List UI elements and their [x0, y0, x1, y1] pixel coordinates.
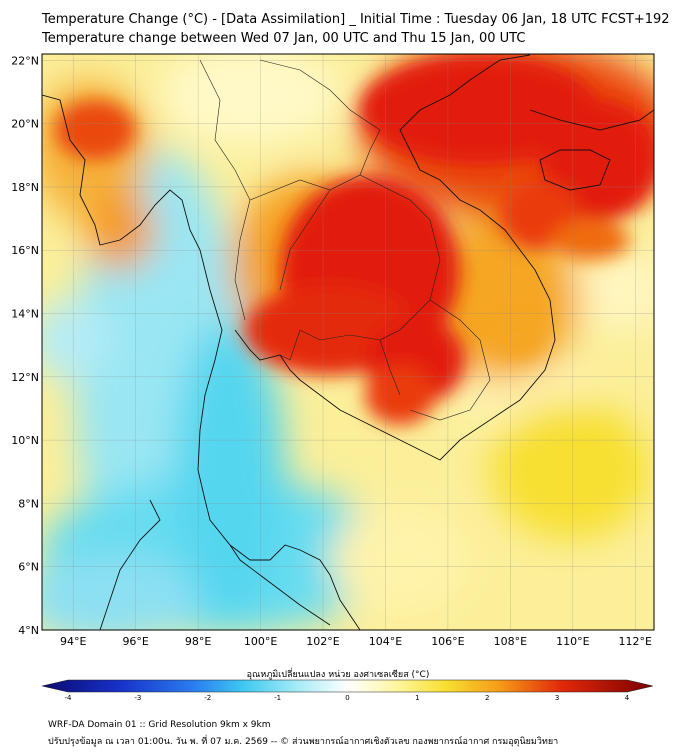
colorbar-tick-label: 3 [555, 694, 559, 702]
colorbar-tick-label: -4 [65, 694, 73, 702]
footer-credit: ปรับปรุงข้อมูล ณ เวลา 01:00น. วัน พ. ที่… [48, 737, 559, 747]
lat-label: 16°N [11, 244, 39, 257]
lon-label: 104°E [369, 635, 402, 648]
lon-label: 100°E [244, 635, 277, 648]
colorbar: -4 -3 -2 -1 0 1 2 3 4 [41, 679, 654, 702]
colorbar-tick-label: 0 [345, 694, 349, 702]
lat-label: 18°N [11, 181, 39, 194]
colorbar-tick-label: 4 [625, 694, 630, 702]
map-frame [41, 53, 655, 631]
lon-label: 98°E [185, 635, 211, 648]
footer-domain: WRF-DA Domain 01 :: Grid Resolution 9km … [48, 720, 271, 730]
latitude-labels: 4°N 6°N 8°N 10°N 12°N 14°N 16°N 18°N 20°N 22°N [11, 54, 39, 637]
lon-label: 112°E [619, 635, 652, 648]
lat-label: 12°N [11, 371, 39, 384]
temperature-field [42, 54, 654, 630]
lat-label: 10°N [11, 434, 39, 447]
lat-label: 8°N [18, 497, 39, 510]
lon-label: 102°E [306, 635, 339, 648]
lon-label: 106°E [431, 635, 464, 648]
lon-label: 94°E [60, 635, 86, 648]
colorbar-ticks: -4 -3 -2 -1 0 1 2 3 4 [65, 694, 630, 702]
colorbar-tick-label: -2 [204, 694, 211, 702]
lat-label: 6°N [18, 561, 39, 574]
lon-label: 108°E [494, 635, 527, 648]
lon-label: 110°E [556, 635, 589, 648]
lat-label: 4°N [18, 624, 39, 637]
colorbar-title: อุณหภูมิเปลี่ยนแปลง หน่วย องศาเซลเซียส (… [246, 670, 430, 680]
colorbar-tick-label: -1 [274, 694, 281, 702]
colorbar-tick-label: 2 [485, 694, 489, 702]
lat-label: 14°N [11, 308, 39, 321]
lat-label: 22°N [11, 54, 39, 67]
colorbar-tick-label: 1 [415, 694, 419, 702]
longitude-labels: 94°E 96°E 98°E 100°E 102°E 104°E 106°E 108°E 110… [60, 635, 652, 648]
lat-label: 20°N [11, 118, 39, 131]
colorbar-tick-label: -3 [134, 694, 141, 702]
map-title: Temperature Change (°C) - [Data Assimila… [42, 12, 670, 27]
coastlines [42, 54, 654, 630]
map-subtitle: Temperature change between Wed 07 Jan, 0… [42, 31, 526, 46]
lon-label: 96°E [122, 635, 148, 648]
borders [199, 59, 491, 421]
